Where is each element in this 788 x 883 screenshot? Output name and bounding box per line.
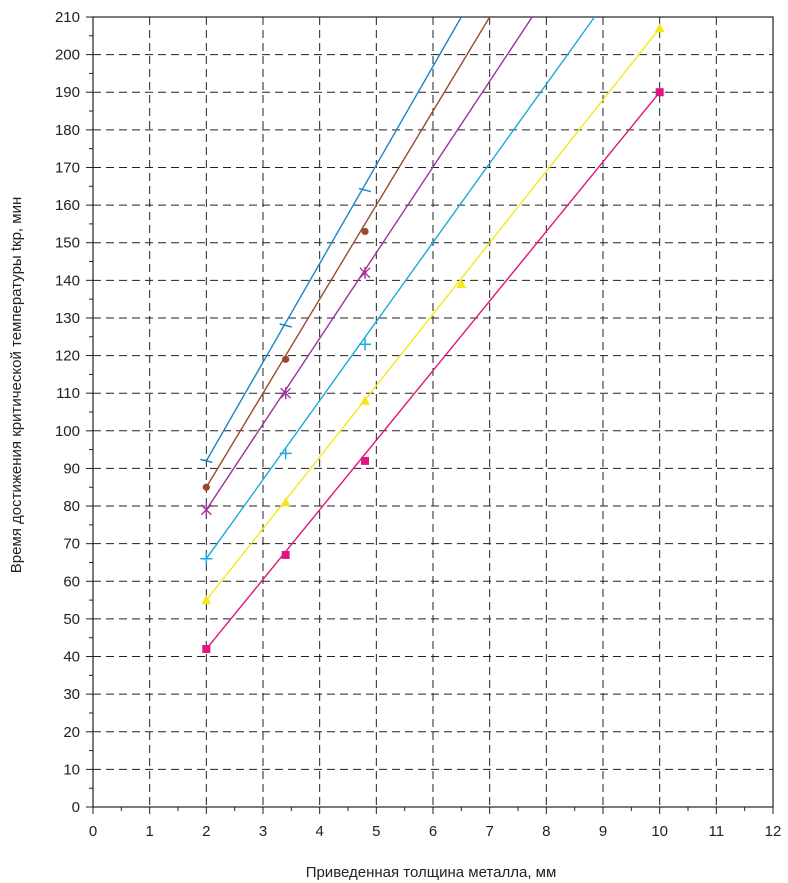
data-point bbox=[200, 552, 213, 565]
y-tick-label: 70 bbox=[63, 536, 80, 553]
data-point bbox=[280, 387, 292, 400]
data-point bbox=[280, 497, 291, 507]
y-tick-label: 190 bbox=[55, 84, 80, 101]
x-tick-label: 2 bbox=[202, 823, 210, 840]
marker-stroke bbox=[279, 323, 292, 328]
data-point bbox=[456, 279, 467, 289]
y-tick-label: 200 bbox=[55, 47, 80, 64]
series-1 bbox=[200, 16, 462, 464]
data-point bbox=[361, 227, 369, 236]
x-axis-title: Приведенная толщина металла, мм bbox=[306, 864, 557, 881]
data-point bbox=[360, 395, 370, 405]
y-tick-label: 150 bbox=[55, 235, 80, 252]
data-point bbox=[358, 187, 372, 193]
x-tick-label: 1 bbox=[145, 823, 153, 840]
series-line bbox=[205, 16, 533, 511]
tick-labels: 0 1 2 3 4 5 6 7 8 9 10 11 12010203040506070809010011… bbox=[55, 9, 781, 840]
y-tick-label: 180 bbox=[55, 122, 80, 139]
x-tick-label: 9 bbox=[599, 823, 607, 840]
data-point bbox=[200, 503, 212, 516]
series-layer bbox=[200, 16, 665, 653]
y-tick-label: 160 bbox=[55, 197, 80, 214]
x-tick-label: 12 bbox=[765, 823, 782, 840]
y-tick-label: 40 bbox=[63, 649, 80, 666]
y-tick-label: 60 bbox=[63, 573, 80, 590]
x-tick-label: 11 bbox=[709, 823, 725, 840]
y-tick-label: 30 bbox=[63, 686, 80, 703]
series-line bbox=[205, 16, 462, 462]
series-line bbox=[205, 16, 596, 560]
series-3 bbox=[200, 16, 533, 516]
data-point bbox=[279, 447, 292, 460]
y-tick-label: 120 bbox=[55, 348, 80, 365]
data-point bbox=[202, 645, 211, 653]
y-tick-label: 0 bbox=[72, 799, 80, 816]
data-point bbox=[655, 88, 664, 97]
data-point bbox=[359, 266, 371, 279]
data-point bbox=[200, 458, 213, 464]
y-tick-label: 110 bbox=[56, 385, 80, 402]
axes bbox=[86, 16, 774, 814]
y-tick-label: 20 bbox=[63, 724, 80, 741]
marker-stroke bbox=[358, 187, 372, 193]
data-point bbox=[361, 456, 369, 465]
data-point bbox=[201, 595, 212, 605]
y-tick-label: 10 bbox=[63, 761, 80, 778]
data-point bbox=[282, 355, 290, 363]
x-tick-label: 10 bbox=[651, 823, 668, 840]
grid bbox=[93, 17, 773, 807]
data-point bbox=[202, 483, 210, 491]
data-point bbox=[281, 550, 290, 559]
x-tick-label: 3 bbox=[259, 823, 267, 840]
x-tick-label: 6 bbox=[429, 823, 437, 840]
x-tick-label: 0 bbox=[89, 823, 97, 840]
x-tick-label: 4 bbox=[315, 823, 323, 840]
y-tick-label: 140 bbox=[55, 272, 80, 289]
y-tick-label: 90 bbox=[63, 460, 80, 477]
series-4 bbox=[200, 16, 596, 565]
marker-stroke bbox=[200, 458, 213, 464]
x-tick-label: 5 bbox=[372, 823, 380, 840]
x-tick-label: 8 bbox=[542, 823, 550, 840]
series-2 bbox=[202, 16, 491, 491]
y-tick-label: 100 bbox=[55, 423, 80, 440]
y-tick-label: 170 bbox=[55, 159, 80, 176]
x-tick-label: 7 bbox=[485, 823, 493, 840]
y-tick-label: 210 bbox=[55, 9, 80, 26]
data-point bbox=[654, 23, 665, 33]
y-axis-title: Время достижения критической температуры… bbox=[8, 197, 25, 574]
series-6 bbox=[202, 88, 664, 653]
y-tick-label: 50 bbox=[63, 611, 80, 628]
y-tick-label: 130 bbox=[55, 310, 80, 327]
series-5 bbox=[201, 23, 665, 605]
series-line bbox=[205, 16, 491, 488]
y-tick-label: 80 bbox=[63, 498, 80, 515]
data-point bbox=[359, 338, 371, 351]
data-point bbox=[279, 323, 292, 328]
